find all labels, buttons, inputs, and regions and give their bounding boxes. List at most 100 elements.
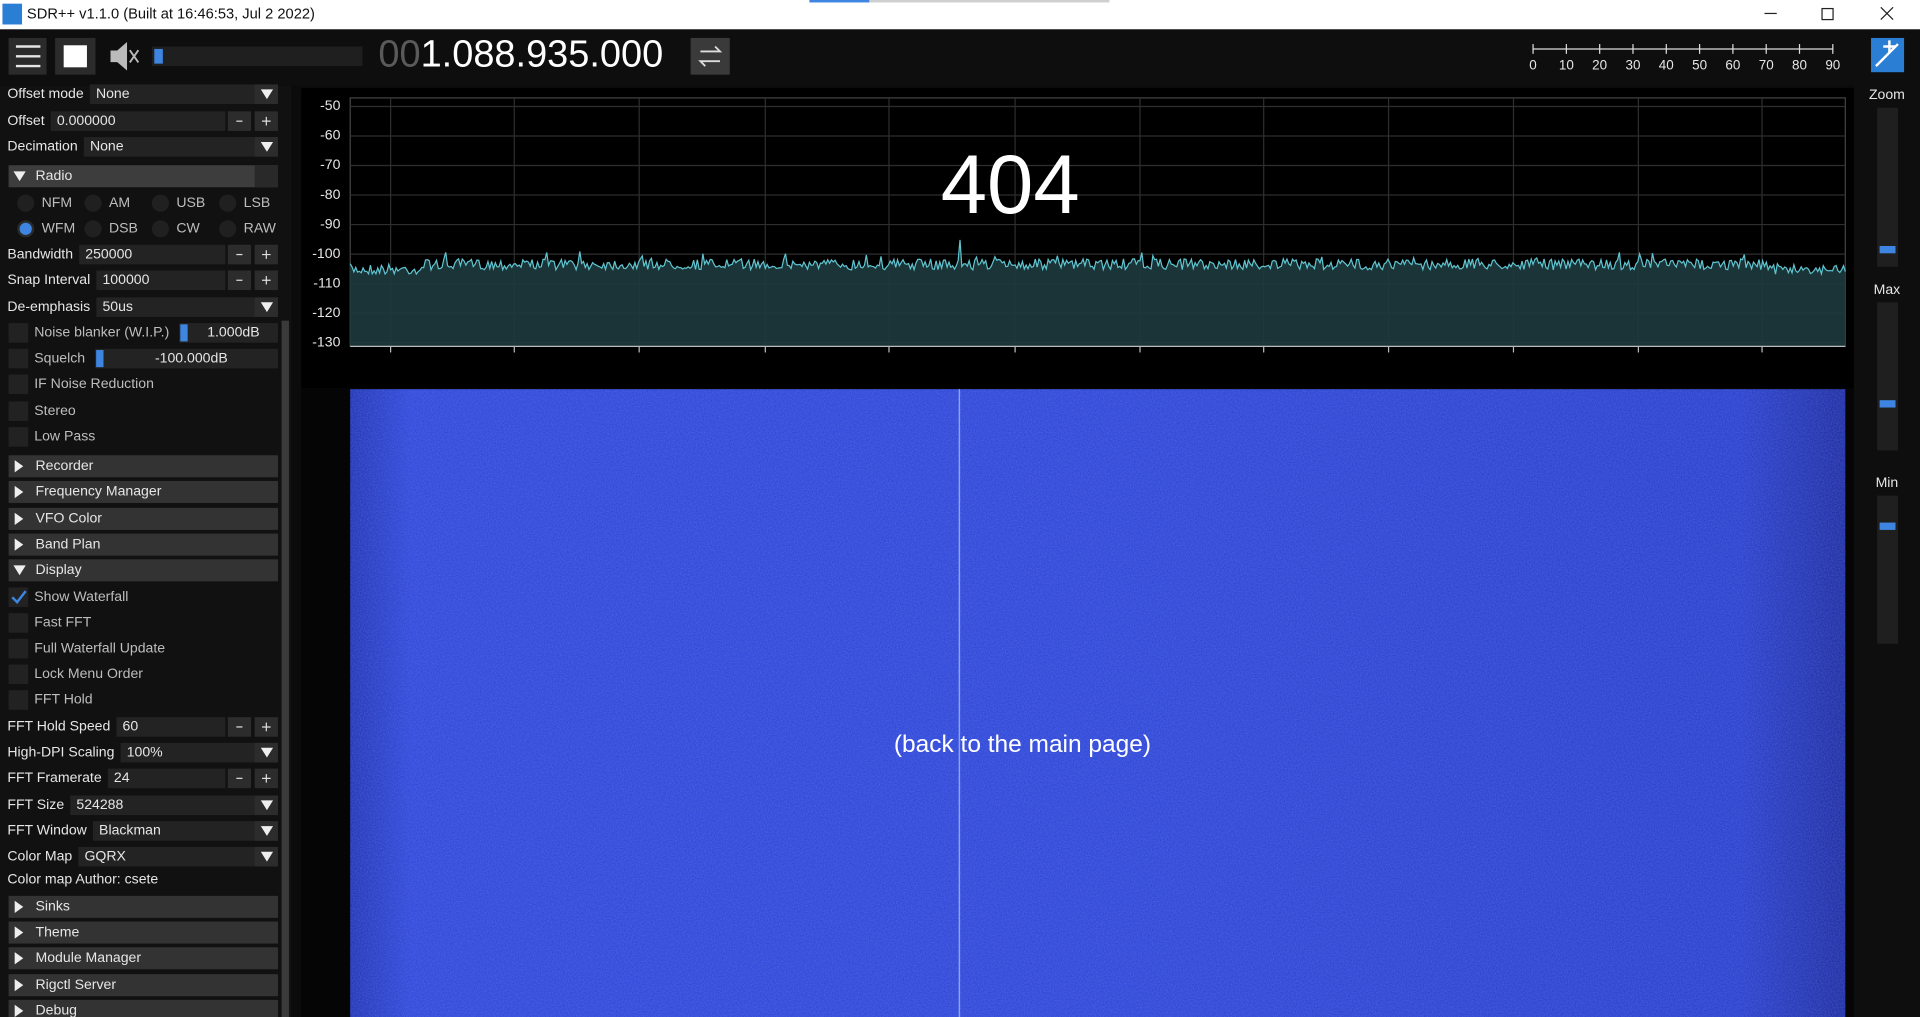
input-field[interactable] <box>79 244 226 265</box>
input-field[interactable] <box>107 768 226 789</box>
collapsed-arrow <box>14 979 24 992</box>
dropdown-arrow <box>260 747 274 758</box>
field-label: De-emphasis <box>7 298 90 314</box>
checkbox[interactable] <box>8 613 29 633</box>
dropdown[interactable] <box>92 821 278 841</box>
radio-button[interactable] <box>151 220 169 238</box>
spectrum-fill <box>350 239 1846 347</box>
checkbox[interactable] <box>8 323 29 343</box>
slider-grab[interactable] <box>180 324 188 342</box>
checkbox[interactable] <box>8 638 29 659</box>
checkbox[interactable] <box>8 664 29 685</box>
section-header[interactable] <box>8 999 278 1017</box>
checkbox[interactable] <box>8 587 29 608</box>
section-header[interactable] <box>8 533 278 556</box>
vertical-slider[interactable] <box>1877 107 1898 267</box>
y-tick-label: -120 <box>312 304 340 320</box>
dropdown-arrow <box>260 302 274 313</box>
section-header[interactable] <box>8 165 278 188</box>
radio-label: WFM <box>42 220 76 236</box>
field-value: 100% <box>127 743 163 759</box>
volume-tick-label: 40 <box>1659 58 1674 73</box>
section-title: Display <box>36 561 82 577</box>
radio-label: AM <box>109 194 130 210</box>
checkbox[interactable] <box>8 348 29 369</box>
mute-icon <box>110 42 140 71</box>
checkbox-label: Noise blanker (W.I.P.) <box>34 324 169 340</box>
volume-slider[interactable] <box>151 46 363 67</box>
y-tick-label: -60 <box>320 127 341 143</box>
radio-button[interactable] <box>151 194 169 212</box>
dropdown[interactable] <box>120 742 278 763</box>
section-header[interactable] <box>8 455 278 478</box>
section-header[interactable] <box>8 559 278 582</box>
checkbox-label: Low Pass <box>34 428 95 444</box>
logo-glyph <box>1875 40 1899 67</box>
dropdown[interactable] <box>96 297 278 317</box>
vertical-slider[interactable] <box>1877 302 1898 451</box>
input-field[interactable] <box>50 111 226 131</box>
swap-button[interactable] <box>690 37 730 75</box>
collapsed-arrow <box>14 926 24 939</box>
input-field[interactable] <box>96 270 226 291</box>
radio-label: USB <box>176 194 205 210</box>
field-value: 100000 <box>102 271 149 287</box>
section-header[interactable] <box>8 921 278 944</box>
volume-tick-label: 30 <box>1625 58 1640 73</box>
dropdown[interactable] <box>83 137 278 157</box>
field-label: High-DPI Scaling <box>7 743 114 759</box>
input-field[interactable] <box>116 717 226 737</box>
section-header[interactable] <box>8 507 278 530</box>
plus-icon <box>262 774 271 783</box>
volume-grab[interactable] <box>154 48 163 64</box>
collapsed-arrow <box>14 460 24 473</box>
scrollbar[interactable] <box>281 320 289 1017</box>
frequency-display[interactable]: 001.088.935.000 <box>378 33 663 75</box>
collapsed-arrow <box>14 485 24 499</box>
volume-tick-label: 70 <box>1759 58 1774 73</box>
radio-button[interactable] <box>219 194 237 212</box>
close-button[interactable] <box>1880 6 1894 21</box>
y-tick-label: -130 <box>312 333 340 349</box>
slider-grab[interactable] <box>1879 245 1896 254</box>
slider-grab[interactable] <box>1879 400 1896 408</box>
slider-grab[interactable] <box>1879 522 1896 530</box>
checkbox[interactable] <box>8 690 29 710</box>
section-title: Debug <box>36 1002 77 1017</box>
volume-tick-label: 20 <box>1592 58 1607 73</box>
radio-button[interactable] <box>219 220 237 238</box>
radio-button[interactable] <box>84 220 102 238</box>
dropdown-arrow <box>260 826 274 836</box>
field-value: 50us <box>102 298 133 314</box>
back-link[interactable]: (back to the main page) <box>894 731 1151 758</box>
section-header[interactable] <box>8 947 278 970</box>
title-bar <box>0 0 1920 30</box>
restore-button[interactable] <box>1821 7 1834 21</box>
slider-track[interactable] <box>94 348 278 369</box>
checkbox[interactable] <box>8 401 29 421</box>
checkbox[interactable] <box>8 427 29 447</box>
radio-button[interactable] <box>84 194 102 212</box>
checkbox-label: Show Waterfall <box>34 588 128 604</box>
section-header[interactable] <box>8 480 278 503</box>
section-header[interactable] <box>8 895 278 918</box>
dropdown[interactable] <box>70 795 278 816</box>
slider-grab[interactable] <box>96 350 104 368</box>
swap-icon <box>698 45 723 67</box>
spectrum: -50 -60 -70 -80 -90 -100 -110 -120 -130 <box>312 97 1846 353</box>
section-header[interactable] <box>8 974 278 997</box>
radio-button[interactable] <box>17 194 35 212</box>
spectrum-trace <box>349 239 1846 277</box>
field-label: FFT Window <box>7 822 87 838</box>
slider-label: Max <box>1874 281 1901 297</box>
field-value: 24 <box>114 769 130 785</box>
collapsed-arrow <box>14 512 24 526</box>
vertical-slider[interactable] <box>1877 495 1898 644</box>
section-title: Band Plan <box>36 535 101 551</box>
dropdown[interactable] <box>78 846 278 867</box>
dropdown[interactable] <box>89 84 278 105</box>
checkbox[interactable] <box>8 374 29 395</box>
checkbox-label: IF Noise Reduction <box>34 375 154 391</box>
slider-track[interactable] <box>179 323 278 343</box>
